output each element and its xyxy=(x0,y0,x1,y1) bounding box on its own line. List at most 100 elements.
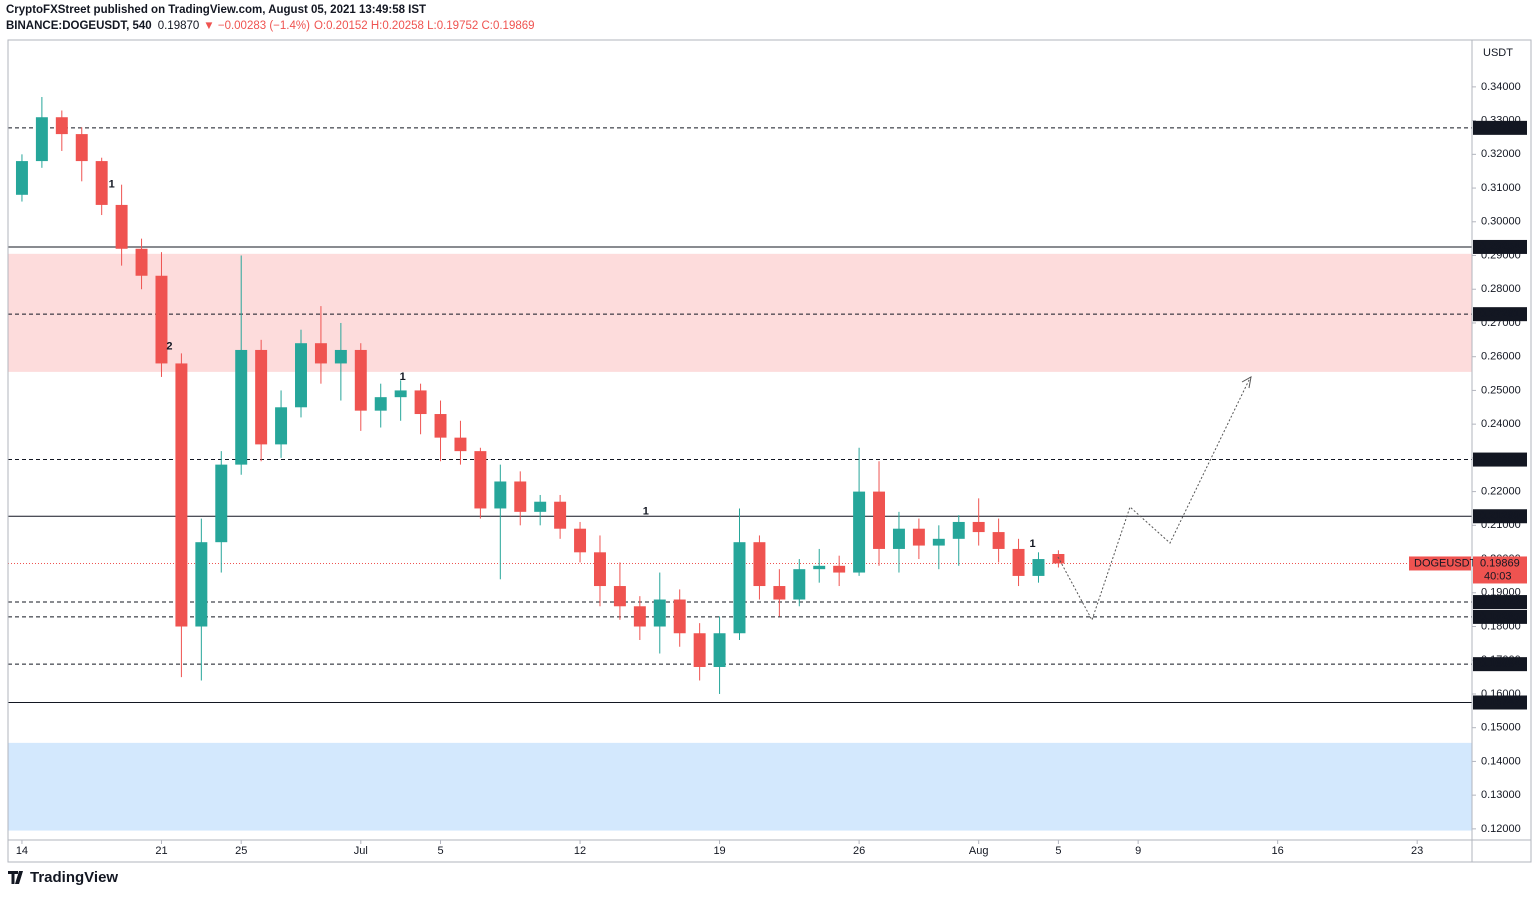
candle-body xyxy=(853,491,866,573)
candle-body xyxy=(793,569,806,600)
candle-body xyxy=(673,599,686,634)
candle-body xyxy=(753,542,766,587)
candle-body xyxy=(633,606,646,627)
candle-body xyxy=(653,599,666,627)
candle-body xyxy=(35,117,48,162)
candle-body xyxy=(992,532,1005,549)
annotation: 2 xyxy=(166,340,172,352)
candle-body xyxy=(713,633,726,667)
last-price-box xyxy=(1473,556,1527,584)
ohlc: O:0.20152 H:0.20258 L:0.19752 C:0.19869 xyxy=(314,20,535,32)
y-tick-label: 0.32000 xyxy=(1481,148,1521,160)
level-label: 0.18285 xyxy=(1480,611,1520,623)
projection-arrowhead xyxy=(1241,376,1252,389)
y-tick-label: 0.30000 xyxy=(1481,216,1521,228)
level-label: 0.15747 xyxy=(1480,696,1520,708)
candle-body xyxy=(155,275,168,364)
candle-body xyxy=(414,390,427,415)
annotation: 1 xyxy=(643,506,649,518)
level-label: 0.22950 xyxy=(1480,453,1520,465)
level-label: 0.16884 xyxy=(1480,658,1521,670)
candle-body xyxy=(175,363,188,627)
candle-body xyxy=(434,414,447,438)
level-label-box xyxy=(1473,307,1527,322)
x-tick-label: Jul xyxy=(354,845,368,857)
candle-body xyxy=(593,552,606,587)
level-label-box xyxy=(1473,595,1527,610)
projection-path xyxy=(1057,377,1251,622)
x-tick-label: 21 xyxy=(155,845,167,857)
y-tick-label: 0.13000 xyxy=(1481,789,1521,801)
candle-body xyxy=(514,481,527,512)
candle-body xyxy=(1012,548,1025,576)
y-tick-label: 0.28000 xyxy=(1481,283,1521,295)
level-label: 0.21269 xyxy=(1480,510,1520,522)
candle-body xyxy=(574,528,587,553)
y-tick-label: 0.15000 xyxy=(1481,722,1521,734)
candle-body xyxy=(95,161,108,205)
candle-body xyxy=(833,565,846,573)
y-tick-label: 0.26000 xyxy=(1481,351,1521,363)
last-name-box xyxy=(1409,556,1471,571)
level-label: 0.27261 xyxy=(1480,308,1520,320)
candle-body xyxy=(813,565,826,570)
header-line: CryptoFXStreet published on TradingView.… xyxy=(6,4,426,16)
symbol: BINANCE:DOGEUSDT, 540 xyxy=(6,20,152,32)
candle-body xyxy=(733,542,746,634)
candle-body xyxy=(354,349,367,411)
candle-body xyxy=(613,586,626,607)
candle-body xyxy=(195,542,208,627)
candle-body xyxy=(773,586,786,600)
candle-body xyxy=(554,501,567,529)
candle-body xyxy=(75,134,88,162)
level-label: 0.18725 xyxy=(1480,596,1520,608)
candle-body xyxy=(892,528,905,549)
annotation: 1 xyxy=(109,179,115,191)
annotation: 1 xyxy=(400,371,406,383)
candle-body xyxy=(972,521,985,533)
x-tick-label: 5 xyxy=(437,845,443,857)
candle-body xyxy=(474,451,487,509)
y-axis-label: USDT xyxy=(1483,47,1513,59)
level-label-box xyxy=(1473,609,1527,624)
x-tick-label: 12 xyxy=(574,845,586,857)
candle-body xyxy=(255,349,268,445)
level-label: 0.29254 xyxy=(1480,241,1521,253)
candle-body xyxy=(55,117,68,135)
level-label-box xyxy=(1473,509,1527,524)
candle-body xyxy=(932,538,945,546)
plot: 1 2 1 1 1 xyxy=(8,96,1472,831)
level-label-box xyxy=(1473,239,1527,254)
candle-body xyxy=(215,464,228,543)
y-tick-label: 0.12000 xyxy=(1481,823,1521,835)
frame xyxy=(7,39,1532,863)
change: ▼ −0.00283 (−1.4%) xyxy=(203,20,310,32)
candle-body xyxy=(314,343,327,364)
level-label-box xyxy=(1473,452,1527,467)
candle-body xyxy=(135,248,148,276)
price: 0.19870 xyxy=(158,20,200,32)
x-tick-label: Aug xyxy=(969,845,989,857)
candle-body xyxy=(952,521,965,539)
candle-body xyxy=(394,390,407,398)
candle-body xyxy=(295,343,307,408)
x-tick-label: 14 xyxy=(16,845,28,857)
candle-body xyxy=(15,161,28,195)
annotation: 1 xyxy=(1029,538,1035,550)
candle-body xyxy=(1032,559,1045,576)
candle-body xyxy=(374,397,387,411)
level-label-box xyxy=(1473,657,1527,672)
candle-body xyxy=(534,501,547,512)
countdown: 40:03 xyxy=(1484,570,1512,582)
level-label-box xyxy=(1473,695,1527,710)
candle-body xyxy=(912,528,925,546)
candle-body xyxy=(115,204,128,249)
level-label: 0.32785 xyxy=(1480,122,1520,134)
candle-body xyxy=(235,349,248,465)
x-tick-label: 5 xyxy=(1055,845,1061,857)
publisher: CryptoFXStreet published on TradingView.… xyxy=(6,4,426,16)
y-tick-label: 0.34000 xyxy=(1481,81,1521,93)
zone xyxy=(8,253,1472,372)
candle-body xyxy=(693,633,706,667)
